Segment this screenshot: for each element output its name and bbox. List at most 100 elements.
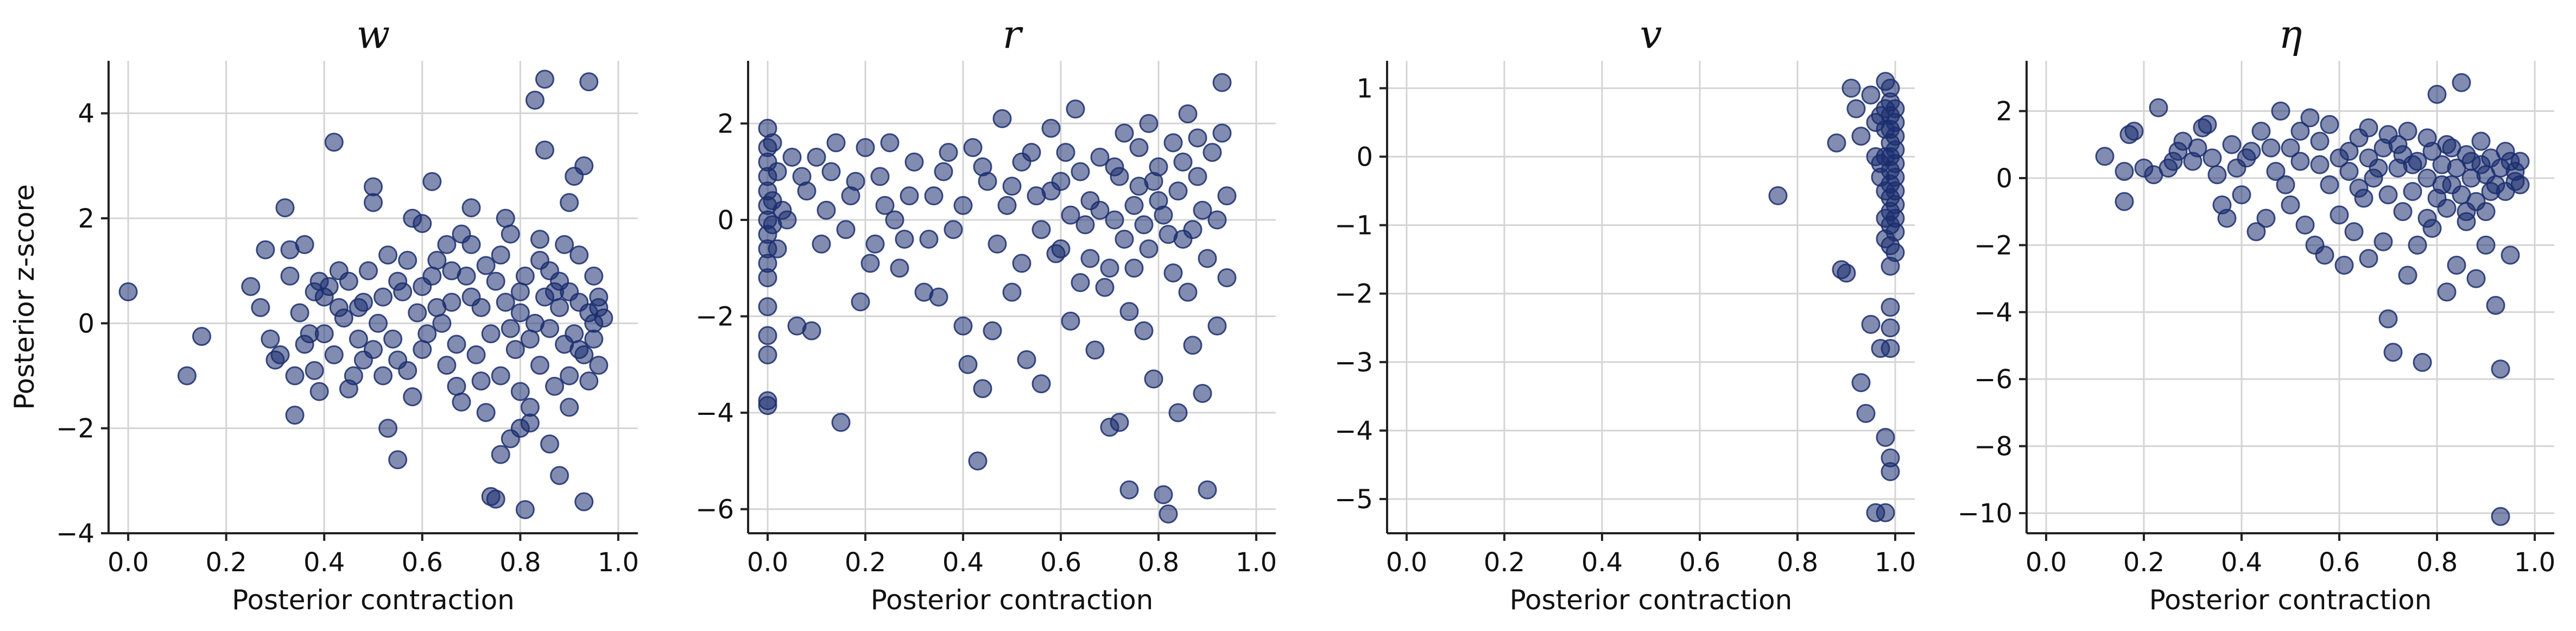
- scatter-point: [1207, 316, 1227, 336]
- scatter-point: [300, 324, 319, 344]
- scatter-point: [427, 250, 447, 270]
- scatter-point: [1017, 350, 1036, 369]
- scatter-point: [579, 371, 599, 391]
- scatter-point: [2437, 282, 2457, 302]
- panel-title: w: [357, 11, 390, 57]
- scatter-point: [2217, 209, 2237, 228]
- scatter-point: [1193, 200, 1212, 220]
- scatter-point: [1129, 138, 1149, 157]
- scatter-point: [520, 413, 540, 433]
- scatter-point: [2334, 255, 2354, 275]
- scatter-point: [432, 313, 452, 333]
- scatter-point: [1071, 273, 1090, 292]
- scatter-point: [1871, 106, 1890, 125]
- scatter-point: [520, 329, 540, 349]
- scatter-point: [2344, 222, 2364, 242]
- scatter-point: [2374, 232, 2393, 251]
- x-axis-label: Posterior contraction: [232, 584, 515, 616]
- scatter-point: [560, 366, 579, 386]
- scatter-point: [1144, 369, 1163, 389]
- scatter-point: [403, 387, 422, 407]
- scatter-point: [2222, 135, 2242, 154]
- scatter-point: [2417, 209, 2437, 228]
- scatter-point: [550, 272, 569, 291]
- scatter-point: [1851, 373, 1871, 393]
- scatter-point: [374, 287, 393, 307]
- scatter-point: [2315, 245, 2334, 265]
- y-tick-label: −3: [1334, 348, 1373, 378]
- scatter-point: [934, 162, 953, 181]
- x-axis-label: Posterior contraction: [2149, 584, 2432, 616]
- scatter-point: [1861, 85, 1881, 105]
- scatter-point: [1124, 258, 1144, 278]
- scatter-point: [870, 167, 890, 186]
- scatter-point: [963, 138, 983, 157]
- scatter-point: [491, 245, 510, 265]
- scatter-point: [1183, 336, 1202, 355]
- scatter-point: [192, 327, 212, 346]
- scatter-point: [501, 224, 520, 244]
- scatter-point: [530, 356, 549, 375]
- scatter-point: [1124, 195, 1144, 215]
- scatter-point: [2290, 152, 2310, 171]
- scatter-point: [2408, 235, 2427, 255]
- scatter-point: [555, 235, 574, 254]
- x-tick-label: 0.2: [205, 547, 246, 578]
- y-tick-label: −5: [1334, 484, 1373, 515]
- scatter-point: [339, 272, 358, 291]
- scatter-point: [388, 450, 408, 470]
- scatter-point: [510, 282, 530, 301]
- scatter-point: [826, 133, 846, 153]
- scatter-point: [2501, 245, 2520, 265]
- scatter-point: [1851, 127, 1871, 146]
- scatter-point: [2115, 192, 2134, 211]
- scatter-point: [476, 256, 496, 275]
- scatter-point: [2447, 255, 2466, 275]
- scatter-point: [2261, 138, 2281, 157]
- scatter-point: [442, 261, 461, 281]
- scatter-point: [860, 254, 880, 273]
- scatter-point: [777, 210, 797, 230]
- scatter-point: [2408, 152, 2427, 171]
- scatter-points: [118, 70, 613, 519]
- scatter-point: [1051, 239, 1071, 258]
- scatter-point: [992, 109, 1012, 129]
- scatter-point: [314, 287, 334, 307]
- x-tick-label: 0.4: [303, 547, 345, 578]
- scatter-point: [540, 319, 559, 338]
- scatter-point: [880, 133, 900, 153]
- x-tick-label: 0.0: [747, 547, 788, 578]
- scatter-point: [1217, 268, 1237, 287]
- scatter-point: [939, 143, 958, 162]
- scatter-point: [831, 413, 851, 432]
- scatter-point: [2339, 162, 2359, 181]
- scatter-point: [378, 245, 398, 265]
- x-tick-label: 1.0: [1875, 547, 1916, 578]
- scatter-point: [1881, 298, 1900, 317]
- x-tick-label: 0.0: [107, 547, 149, 578]
- scatter-point: [579, 72, 599, 92]
- scatter-point: [1768, 186, 1788, 205]
- scatter-point: [865, 234, 885, 254]
- scatter-point: [1876, 503, 1895, 522]
- scatter-point: [2256, 209, 2276, 228]
- scatter-point: [2349, 178, 2369, 198]
- scatter-point: [358, 261, 378, 281]
- scatter-point: [1168, 403, 1188, 422]
- x-tick-label: 0.4: [2221, 547, 2262, 578]
- x-tick-label: 0.2: [2123, 547, 2164, 578]
- scatter-point: [768, 239, 787, 258]
- scatter-point: [758, 268, 777, 287]
- scatter-point: [309, 382, 329, 401]
- x-tick-label: 0.2: [845, 547, 886, 578]
- scatter-point: [1198, 249, 1217, 268]
- scatter-point: [413, 340, 432, 359]
- scatter-point: [2310, 155, 2330, 174]
- scatter-point: [2320, 115, 2339, 134]
- scatter-point: [817, 200, 836, 220]
- scatter-point: [1144, 172, 1163, 191]
- scatter-point: [2491, 359, 2510, 379]
- scatter-point: [515, 500, 535, 519]
